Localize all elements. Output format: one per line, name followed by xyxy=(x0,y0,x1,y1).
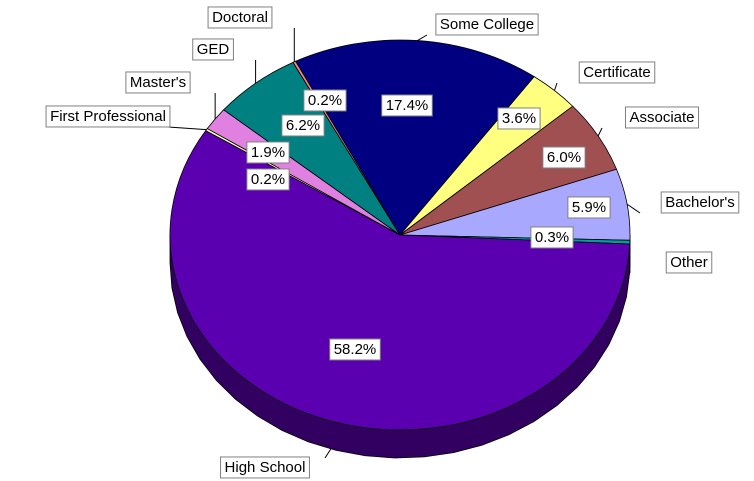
category-label: Master's xyxy=(130,74,186,91)
leader-line xyxy=(626,203,641,214)
category-label-group: First Professional xyxy=(45,105,171,128)
category-label-group: Associate xyxy=(624,106,700,129)
category-label-group: Master's xyxy=(125,71,191,94)
data-label-group: 17.4% xyxy=(381,94,433,117)
leader-line xyxy=(597,127,603,137)
data-label-box xyxy=(530,226,574,249)
leader-line xyxy=(553,82,558,91)
category-label-box xyxy=(220,456,310,479)
data-label-box xyxy=(281,114,325,137)
category-label-group: Doctoral xyxy=(207,6,273,29)
category-label-group: Certificate xyxy=(578,61,656,84)
data-label-group: 1.9% xyxy=(246,141,290,164)
category-label: Other xyxy=(670,254,708,271)
data-label-box xyxy=(497,107,541,130)
category-label-group: Other xyxy=(665,251,713,274)
data-label: 5.9% xyxy=(572,199,606,216)
data-label-group: 3.6% xyxy=(497,107,541,130)
data-label-group: 6.2% xyxy=(281,114,325,137)
data-label: 6.0% xyxy=(547,149,581,166)
data-label-group: 0.2% xyxy=(303,89,347,112)
data-label: 0.2% xyxy=(308,92,342,109)
data-label-group: 0.3% xyxy=(530,226,574,249)
category-label-group: GED xyxy=(192,38,234,61)
data-label: 3.6% xyxy=(502,110,536,127)
leader-line xyxy=(324,448,332,459)
category-label-group: Bachelor's xyxy=(660,191,740,214)
data-label-box xyxy=(303,89,347,112)
slice xyxy=(169,130,631,431)
data-label-box xyxy=(246,141,290,164)
data-label-box xyxy=(246,168,290,191)
data-label: 6.2% xyxy=(286,117,320,134)
category-label: High School xyxy=(225,459,306,476)
category-label: First Professional xyxy=(50,108,166,125)
data-label-box xyxy=(381,94,433,117)
data-label: 58.2% xyxy=(334,341,377,358)
data-label: 0.3% xyxy=(535,229,569,246)
category-label-box xyxy=(435,13,539,36)
data-label: 1.9% xyxy=(251,144,285,161)
slice xyxy=(295,39,535,236)
category-label-group: High School xyxy=(220,456,310,479)
category-label-box xyxy=(207,6,273,29)
category-label-group: Some College xyxy=(435,13,539,36)
data-label-group: 58.2% xyxy=(329,338,381,361)
category-label: Associate xyxy=(629,109,694,126)
category-label-box xyxy=(660,191,740,214)
category-label: Certificate xyxy=(583,64,651,81)
data-label-group: 0.2% xyxy=(246,168,290,191)
category-label: Some College xyxy=(440,16,534,33)
data-label-group: 6.0% xyxy=(542,146,586,169)
category-label-box xyxy=(192,38,234,61)
data-label-box xyxy=(329,338,381,361)
data-label-group: 5.9% xyxy=(567,196,611,219)
leader-line xyxy=(167,126,207,131)
category-label-box xyxy=(125,71,191,94)
data-label-box xyxy=(567,196,611,219)
category-label: Bachelor's xyxy=(665,194,735,211)
data-label: 0.2% xyxy=(251,171,285,188)
category-label-box xyxy=(624,106,700,129)
category-label: Doctoral xyxy=(212,9,268,26)
data-label-box xyxy=(542,146,586,169)
data-label: 17.4% xyxy=(386,97,429,114)
category-label-box xyxy=(578,61,656,84)
leader-line xyxy=(417,34,428,41)
category-label-box xyxy=(45,105,171,128)
category-label-box xyxy=(665,251,713,274)
category-label: GED xyxy=(197,41,230,58)
